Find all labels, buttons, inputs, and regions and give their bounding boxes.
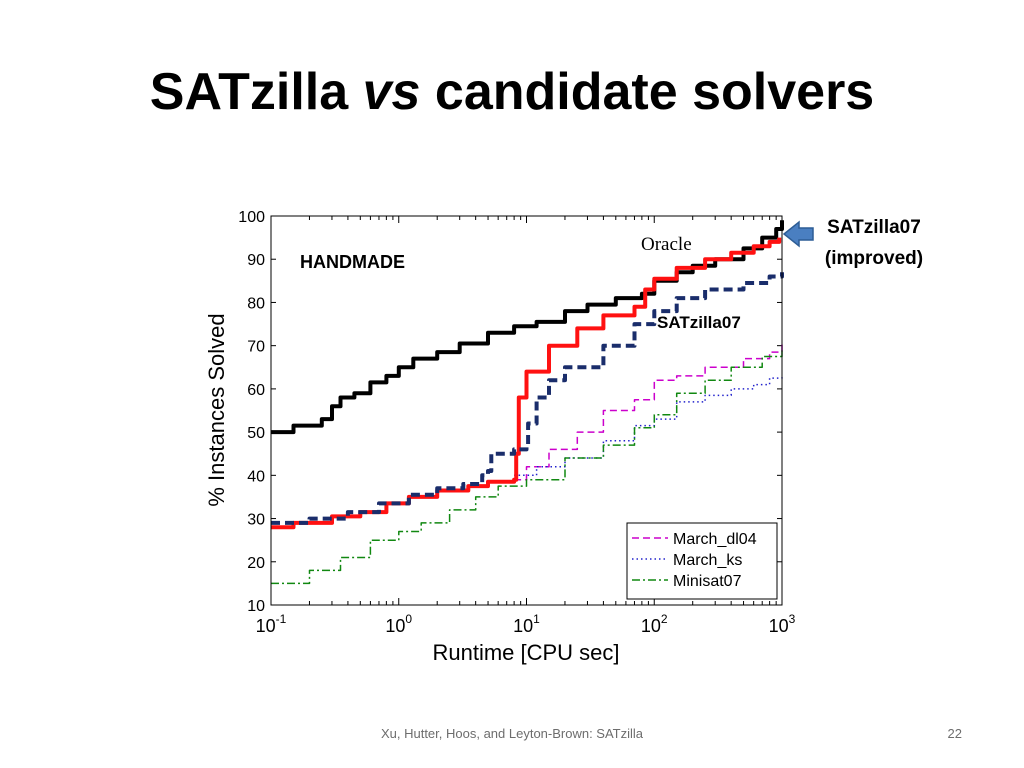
satzilla07-improved-label-2: (improved) <box>825 248 923 269</box>
x-tick-exponent: 2 <box>661 612 668 626</box>
left-arrow-icon <box>782 220 814 248</box>
y-tick-label: 30 <box>247 512 265 529</box>
x-tick-base: 10 <box>385 616 405 636</box>
x-tick-base: 10 <box>256 616 276 636</box>
x-tick-exponent: 1 <box>533 612 540 626</box>
title-candidate-solvers: candidate solvers <box>434 63 875 121</box>
satzilla07-improved-label-1: SATzilla07 <box>827 217 921 238</box>
x-tick-label: 103 <box>769 612 796 636</box>
series-layer <box>271 220 784 585</box>
y-tick-label: 70 <box>247 339 265 356</box>
y-tick-label: 40 <box>247 468 265 485</box>
legend-label: Minisat07 <box>673 573 742 590</box>
legend-box <box>626 522 778 600</box>
x-tick-label: 10-1 <box>256 612 287 636</box>
y-tick-label: 10 <box>247 598 265 615</box>
page-number: 22 <box>947 726 962 741</box>
x-axis-label: Runtime [CPU sec] <box>432 640 619 665</box>
legend: March_dl04 March_ks Minisat07 <box>626 522 778 600</box>
title-satzilla: SATzilla <box>149 63 349 121</box>
y-tick-label: 100 <box>238 209 265 226</box>
y-axis-label: % Instances Solved <box>204 313 229 506</box>
title-vs: vs <box>362 63 421 121</box>
x-tick-exponent: 3 <box>789 612 796 626</box>
x-tick-base: 10 <box>513 616 533 636</box>
x-tick-base: 10 <box>769 616 789 636</box>
y-tick-label: 60 <box>247 382 265 399</box>
series-line-minisat07 <box>271 347 783 585</box>
y-tick-label: 80 <box>247 295 265 312</box>
y-tick-label: 20 <box>247 555 265 572</box>
satzilla07-label: SATzilla07 <box>657 313 741 332</box>
x-tick-exponent: -1 <box>276 612 287 626</box>
y-tick-label: 90 <box>247 252 265 269</box>
x-tick-base: 10 <box>641 616 661 636</box>
slide-title: SATzilla vs candidate solvers <box>0 62 1024 122</box>
x-tick-label: 100 <box>385 612 412 636</box>
oracle-label: Oracle <box>641 234 692 255</box>
legend-label: March_ks <box>673 552 742 569</box>
x-tick-label: 102 <box>641 612 668 636</box>
series-line-march-dl04 <box>514 341 783 481</box>
x-tick-label: 101 <box>513 612 540 636</box>
legend-label: March_dl04 <box>673 531 757 548</box>
x-tick-exponent: 0 <box>405 612 412 626</box>
y-tick-label: 50 <box>247 425 265 442</box>
footer-citation: Xu, Hutter, Hoos, and Leyton-Brown: SATz… <box>380 726 644 741</box>
plot-frame <box>270 215 783 606</box>
series-line-oracle <box>271 220 784 435</box>
dataset-label: HANDMADE <box>300 252 405 272</box>
